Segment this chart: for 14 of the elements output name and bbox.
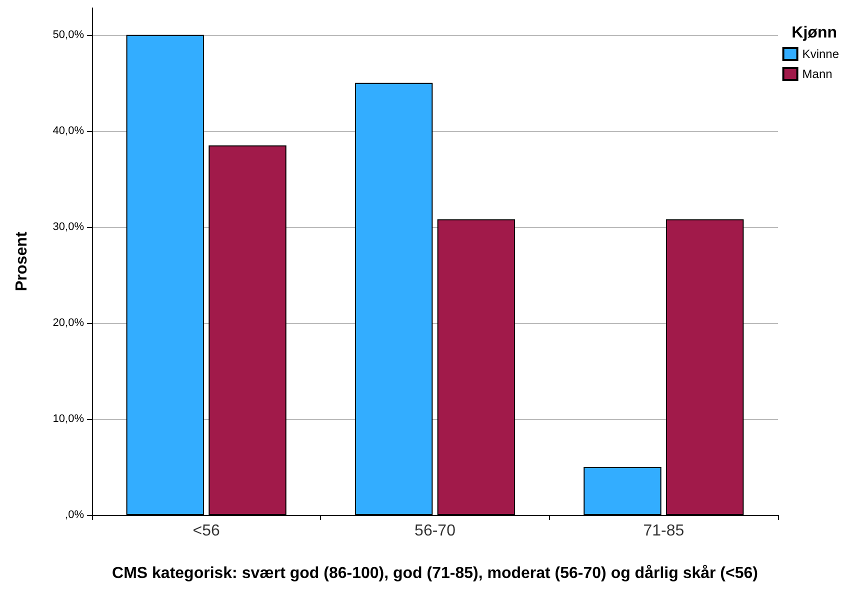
y-tick-label: 40,0% (52, 124, 84, 137)
x-axis-title: CMS kategorisk: svært god (86-100), god (71-85), moderat (56-70) og dårlig skår (<56) (112, 564, 758, 582)
legend-label: Kvinne (802, 47, 840, 61)
x-tick-label: 56-70 (414, 522, 456, 540)
legend-title: Kjønn (792, 24, 838, 42)
y-tick-label: 50,0% (52, 28, 84, 41)
y-axis-title: Prosent (14, 231, 30, 292)
y-tick-label: 20,0% (52, 316, 84, 329)
legend-label: Mann (802, 67, 832, 81)
y-tick-label: 10,0% (52, 412, 84, 425)
y-tick-label: ,0% (65, 509, 84, 521)
x-tick-label: 71-85 (643, 522, 684, 540)
x-tick-label: <56 (192, 522, 220, 540)
y-tick-label: 30,0% (52, 220, 84, 233)
